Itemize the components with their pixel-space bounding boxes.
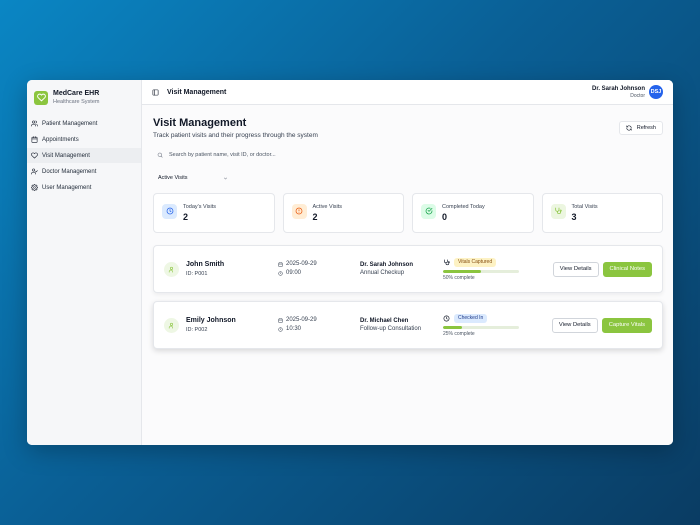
- sidebar-item-label: Doctor Management: [42, 168, 97, 175]
- user-name: Dr. Sarah Johnson: [591, 85, 645, 92]
- view-details-button[interactable]: View Details: [551, 317, 598, 333]
- stat-label: Active Visits: [312, 203, 343, 210]
- patient-name: John Smith: [186, 261, 225, 268]
- app-window: MedCare EHR Healthcare System Patient Ma…: [27, 80, 673, 445]
- stats-row: Today's Visits 2 Active Visits 2: [153, 193, 663, 233]
- brand: MedCare EHR Healthcare System: [27, 80, 141, 114]
- sidebar: MedCare EHR Healthcare System Patient Ma…: [27, 80, 142, 445]
- visit-date: 2025-09-29: [286, 261, 317, 267]
- user-check-icon: [31, 168, 38, 175]
- status-badge: Vitals Captured: [454, 257, 497, 267]
- status-badge: Checked In: [454, 313, 488, 323]
- avatar[interactable]: DSJ: [649, 85, 663, 99]
- stat-value: 2: [183, 211, 189, 222]
- progress-text: 50% complete: [443, 274, 475, 281]
- stat-value: 3: [571, 211, 577, 222]
- search-icon: [157, 152, 163, 158]
- sidebar-item-patient-management[interactable]: Patient Management: [27, 116, 141, 131]
- clock-icon: [278, 327, 283, 332]
- visit-type: Annual Checkup: [360, 269, 405, 276]
- stat-card-todays-visits: Today's Visits 2: [153, 193, 275, 233]
- stat-card-active-visits: Active Visits 2: [282, 193, 404, 233]
- progress-bar: [443, 325, 519, 329]
- search-input[interactable]: [169, 152, 469, 158]
- patient-icon: [164, 317, 179, 333]
- progress-fill: [443, 325, 462, 329]
- sidebar-item-label: Visit Management: [42, 152, 90, 159]
- patient-icon: [164, 261, 179, 277]
- clock-icon: [278, 271, 283, 276]
- user-role: Doctor: [630, 92, 645, 99]
- chevron-down-icon: [223, 177, 228, 179]
- visit-filter-select[interactable]: Active Visits: [153, 172, 233, 184]
- refresh-icon: [626, 125, 632, 131]
- topbar-title: Visit Management: [167, 88, 227, 96]
- page-content: Visit Management Track patient visits an…: [142, 105, 673, 349]
- sidebar-item-label: Patient Management: [42, 120, 98, 127]
- stethoscope-icon: [550, 203, 566, 219]
- progress-text: 25% complete: [443, 330, 475, 337]
- view-details-button[interactable]: View Details: [552, 261, 599, 277]
- heart-icon: [31, 152, 38, 159]
- sidebar-item-doctor-management[interactable]: Doctor Management: [27, 164, 141, 179]
- filter-value: Active Visits: [158, 175, 188, 181]
- alert-circle-icon: [291, 203, 307, 219]
- progress-bar: [443, 269, 519, 273]
- clinical-notes-button[interactable]: Clinical Notes: [602, 261, 652, 277]
- search-bar: [153, 148, 663, 162]
- stat-label: Completed Today: [442, 203, 485, 210]
- sidebar-nav: Patient Management Appointments Visit Ma…: [27, 114, 141, 196]
- capture-vitals-button[interactable]: Capture Vitals: [601, 317, 652, 333]
- clock-icon: [162, 203, 177, 219]
- topbar: Visit Management Dr. Sarah Johnson Docto…: [142, 80, 673, 105]
- visit-card[interactable]: John Smith ID: P001 2025-09-29 09:00: [153, 245, 663, 293]
- sidebar-item-label: User Management: [42, 184, 92, 191]
- user-menu[interactable]: Dr. Sarah Johnson Doctor DSJ: [592, 85, 663, 100]
- sidebar-item-appointments[interactable]: Appointments: [27, 132, 141, 147]
- refresh-label: Refresh: [636, 125, 656, 131]
- calendar-icon: [31, 136, 38, 143]
- heart-logo-icon: [34, 90, 48, 105]
- sidebar-toggle-icon[interactable]: [152, 83, 159, 101]
- visit-type: Follow-up Consultation: [360, 325, 422, 332]
- visit-time: 10:30: [286, 326, 302, 332]
- stat-value: 0: [442, 211, 448, 222]
- refresh-button[interactable]: Refresh: [618, 121, 663, 135]
- patient-name: Emily Johnson: [186, 317, 236, 324]
- patient-id: ID: P001: [186, 271, 208, 277]
- clock-icon: [443, 315, 450, 321]
- calendar-icon: [278, 318, 283, 323]
- visit-time: 09:00: [286, 270, 302, 276]
- page-title: Visit Management: [153, 117, 247, 129]
- main-area: Visit Management Dr. Sarah Johnson Docto…: [142, 80, 673, 445]
- sidebar-item-label: Appointments: [42, 136, 79, 143]
- gear-icon: [31, 184, 38, 191]
- sidebar-item-visit-management[interactable]: Visit Management: [27, 148, 141, 163]
- sidebar-item-user-management[interactable]: User Management: [27, 180, 141, 195]
- stat-value: 2: [312, 211, 318, 222]
- doctor-name: Dr. Michael Chen: [360, 317, 409, 324]
- doctor-name: Dr. Sarah Johnson: [360, 261, 414, 268]
- app-subtitle: Healthcare System: [53, 99, 100, 105]
- app-name: MedCare EHR: [53, 90, 100, 97]
- visit-list: John Smith ID: P001 2025-09-29 09:00: [153, 245, 663, 349]
- calendar-icon: [278, 262, 283, 267]
- visit-date: 2025-09-29: [286, 317, 317, 323]
- visit-card[interactable]: Emily Johnson ID: P002 2025-09-29 10:30: [153, 301, 663, 349]
- stat-label: Total Visits: [571, 203, 598, 210]
- check-circle-icon: [421, 203, 436, 219]
- users-icon: [31, 120, 38, 127]
- progress-fill: [443, 269, 481, 273]
- stat-label: Today's Visits: [183, 203, 217, 210]
- patient-id: ID: P002: [186, 327, 208, 333]
- stat-card-completed-today: Completed Today 0: [412, 193, 534, 233]
- stethoscope-icon: [444, 259, 450, 265]
- page-subtitle: Track patient visits and their progress …: [153, 132, 318, 139]
- stat-card-total-visits: Total Visits 3: [541, 193, 663, 233]
